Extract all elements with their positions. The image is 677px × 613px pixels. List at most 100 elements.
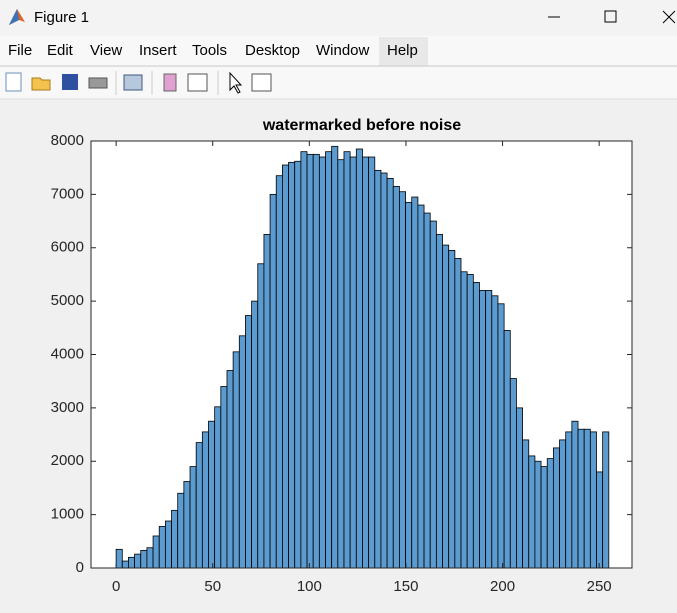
- bar: [164, 520, 172, 569]
- x-tick-label: 200: [490, 578, 515, 595]
- bar: [534, 460, 542, 569]
- bar: [300, 151, 308, 569]
- bar: [232, 351, 240, 569]
- bar: [503, 330, 511, 569]
- bar: [429, 220, 437, 569]
- bar: [115, 548, 123, 569]
- bar: [355, 148, 363, 569]
- bar: [589, 431, 597, 569]
- y-tick-label: 3000: [51, 399, 84, 416]
- menu-item[interactable]: View: [90, 42, 122, 59]
- save-icon[interactable]: [62, 74, 78, 90]
- bar: [411, 196, 419, 569]
- bar: [134, 553, 142, 569]
- bar: [140, 549, 148, 569]
- menu-highlight: [379, 37, 428, 66]
- menu-item[interactable]: Tools: [192, 42, 227, 59]
- bar: [571, 420, 579, 569]
- bar: [380, 172, 388, 569]
- bar: [516, 407, 523, 569]
- y-tick-label: 6000: [51, 239, 84, 256]
- y-tick-label: 2000: [51, 452, 84, 469]
- print-icon[interactable]: [88, 77, 108, 89]
- colorbar-icon[interactable]: [163, 73, 177, 92]
- plot-tools-icon[interactable]: [251, 73, 272, 92]
- bar: [405, 201, 413, 569]
- bar: [208, 420, 216, 569]
- y-tick-label: 0: [76, 559, 84, 576]
- y-tick-label: 4000: [51, 345, 84, 362]
- bar: [448, 250, 456, 569]
- x-tick-label: 0: [112, 578, 120, 595]
- menu-bar: [0, 36, 677, 66]
- bar: [485, 290, 493, 569]
- bar: [128, 556, 135, 569]
- plot: 0 1000 2000 3000 4000 5000 6000 7000 8000 0 50 100 1…: [51, 132, 632, 595]
- bar: [577, 428, 585, 569]
- toolbar: [0, 67, 677, 99]
- bar: [226, 370, 234, 569]
- bar: [183, 481, 191, 569]
- bar: [442, 244, 450, 569]
- bar: [454, 258, 462, 569]
- bar: [331, 145, 339, 569]
- x-tick-label: 50: [204, 578, 221, 595]
- bar: [343, 151, 351, 569]
- bar: [220, 386, 228, 569]
- bar: [201, 431, 209, 569]
- bar: [177, 492, 185, 569]
- bar: [602, 431, 610, 569]
- title-bar: [0, 0, 677, 36]
- bar: [559, 439, 567, 569]
- maximize-button[interactable]: [604, 10, 617, 23]
- bar: [423, 212, 431, 569]
- bar: [362, 156, 370, 569]
- menu-items: File Edit View Insert Tools Desktop Window Help: [8, 42, 418, 59]
- bar: [368, 156, 376, 569]
- bar: [158, 525, 166, 569]
- bar: [195, 442, 203, 569]
- bar: [528, 455, 536, 569]
- link-icon[interactable]: [123, 74, 143, 91]
- bar: [318, 156, 326, 569]
- bar: [263, 234, 271, 569]
- bar: [171, 509, 179, 569]
- new-icon[interactable]: [5, 72, 22, 92]
- bar: [472, 282, 480, 569]
- bar: [257, 263, 265, 569]
- bar: [522, 439, 530, 569]
- legend-icon[interactable]: [187, 73, 208, 92]
- bar: [189, 466, 197, 569]
- bar: [251, 300, 259, 569]
- menu-item[interactable]: Help: [387, 42, 418, 59]
- x-tick-label: 250: [587, 578, 612, 595]
- x-tick-label: 150: [393, 578, 418, 595]
- bar: [146, 547, 154, 569]
- bar: [552, 447, 560, 569]
- bar: [392, 185, 400, 569]
- bar: [497, 303, 505, 569]
- menu-item[interactable]: Desktop: [245, 42, 300, 59]
- bar: [417, 204, 425, 569]
- y-tick-label: 8000: [51, 132, 84, 149]
- toolbar-icons: [5, 71, 272, 95]
- bar: [374, 169, 382, 569]
- bar: [294, 160, 302, 569]
- menu-item[interactable]: Window: [316, 42, 370, 59]
- y-tick-label: 7000: [51, 185, 84, 202]
- pointer-icon[interactable]: [229, 71, 243, 94]
- bar: [466, 274, 474, 569]
- y-tick-label: 1000: [51, 506, 84, 523]
- menu-item[interactable]: Insert: [139, 42, 177, 59]
- close-button[interactable]: [662, 10, 676, 24]
- menu-item[interactable]: File: [8, 42, 32, 59]
- bar: [596, 471, 604, 569]
- menu-item[interactable]: Edit: [47, 42, 74, 59]
- open-icon[interactable]: [31, 77, 51, 91]
- bar: [121, 560, 129, 569]
- window-title: Figure 1: [34, 9, 89, 26]
- bar: [540, 466, 548, 569]
- x-tick-label: 100: [297, 578, 322, 595]
- bar: [491, 295, 499, 569]
